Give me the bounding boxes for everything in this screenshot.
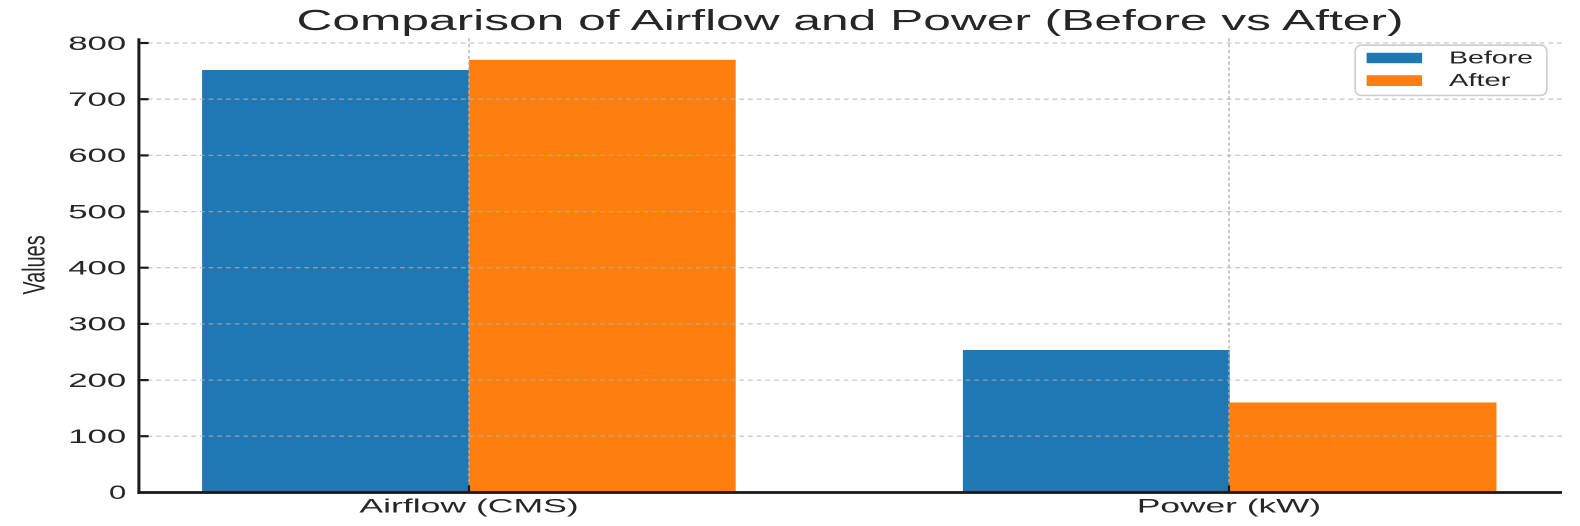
svg-text:Values: Values — [16, 235, 52, 294]
svg-text:Before: Before — [1449, 48, 1533, 68]
svg-text:200: 200 — [68, 369, 126, 391]
svg-text:700: 700 — [68, 88, 126, 110]
svg-text:Power (kW): Power (kW) — [1137, 496, 1321, 518]
svg-text:100: 100 — [68, 425, 126, 447]
svg-text:500: 500 — [68, 200, 126, 222]
svg-text:After: After — [1449, 70, 1510, 90]
svg-text:400: 400 — [68, 256, 126, 278]
svg-text:800: 800 — [68, 32, 126, 54]
svg-text:Airflow (CMS): Airflow (CMS) — [359, 496, 578, 517]
svg-text:Comparison of Airflow and Powe: Comparison of Airflow and Power (Before … — [297, 4, 1404, 36]
svg-text:600: 600 — [68, 144, 126, 166]
svg-text:300: 300 — [68, 313, 126, 335]
svg-text:0: 0 — [109, 481, 126, 504]
